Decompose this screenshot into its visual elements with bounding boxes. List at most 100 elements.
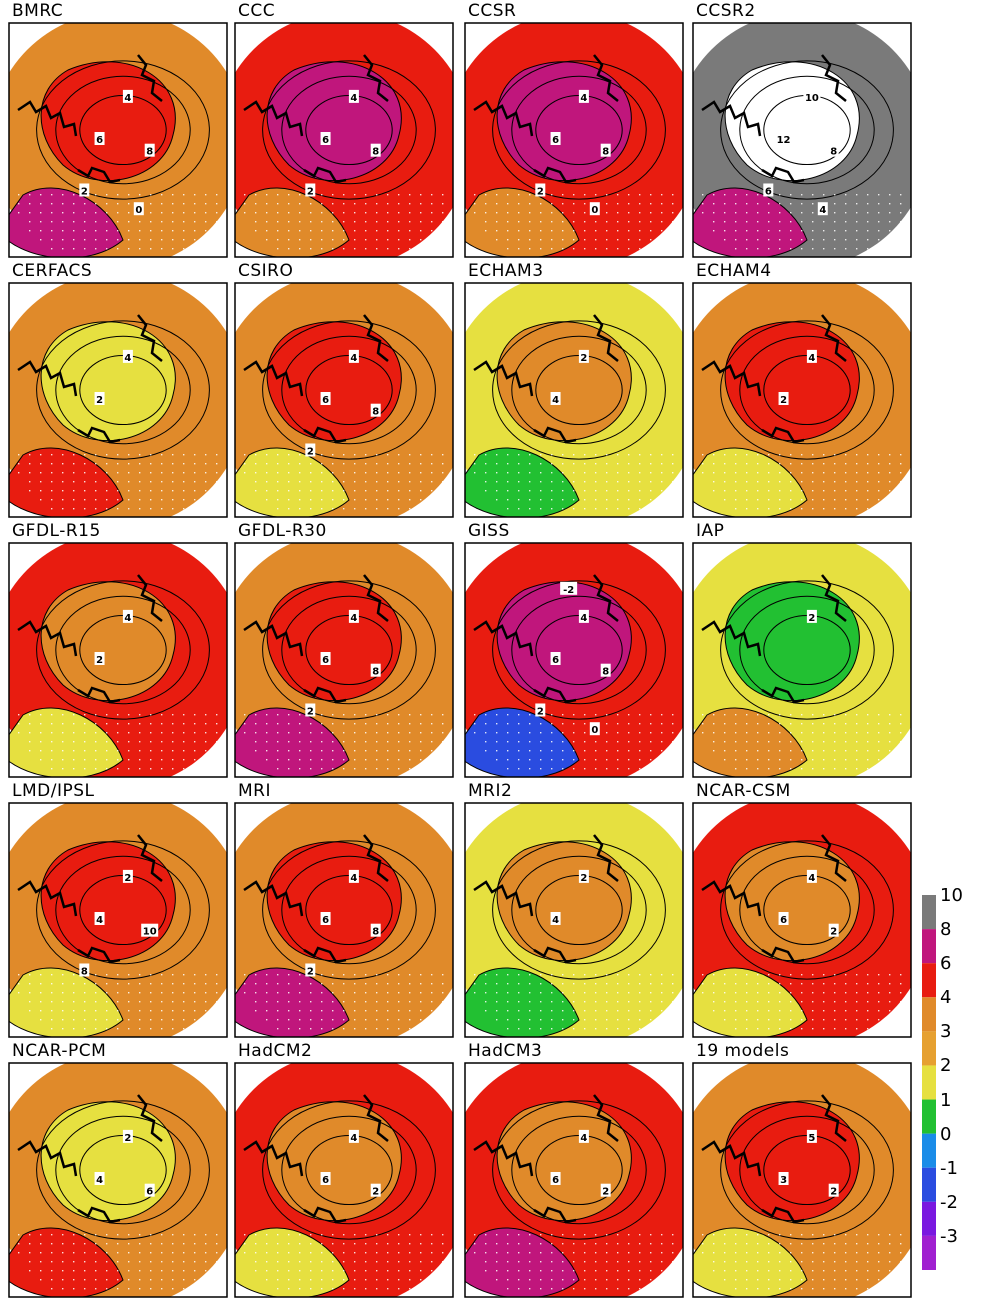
stipple-dot bbox=[420, 1019, 422, 1021]
contour-value-label: 4 bbox=[578, 89, 589, 104]
stipple-dot bbox=[735, 750, 737, 752]
stipple-dot bbox=[95, 490, 97, 492]
stipple-dot bbox=[790, 194, 792, 196]
stipple-dot bbox=[845, 212, 847, 214]
stipple-dot bbox=[18, 1234, 20, 1236]
stipple-dot bbox=[354, 1234, 356, 1236]
stipple-dot bbox=[299, 1234, 301, 1236]
stipple-dot bbox=[496, 481, 498, 483]
stipple-dot bbox=[277, 194, 279, 196]
stipple-dot bbox=[194, 194, 196, 196]
stipple-dot bbox=[801, 1261, 803, 1263]
stipple-dot bbox=[40, 714, 42, 716]
stipple-dot bbox=[606, 212, 608, 214]
map-panel: LMD/IPSL 2 4 10 8 bbox=[8, 781, 233, 1038]
stipple-dot bbox=[117, 212, 119, 214]
stipple-dot bbox=[216, 472, 218, 474]
stipple-dot bbox=[365, 490, 367, 492]
stipple-dot bbox=[354, 481, 356, 483]
stipple-dot bbox=[194, 454, 196, 456]
stipple-dot bbox=[255, 230, 257, 232]
stipple-dot bbox=[299, 974, 301, 976]
stipple-dot bbox=[62, 714, 64, 716]
stipple-dot bbox=[183, 768, 185, 770]
stipple-dot bbox=[573, 203, 575, 205]
stipple-dot bbox=[183, 499, 185, 501]
stipple-dot bbox=[573, 508, 575, 510]
stipple-dot bbox=[790, 732, 792, 734]
stipple-dot bbox=[420, 499, 422, 501]
stipple-dot bbox=[617, 472, 619, 474]
stipple-dot bbox=[595, 1234, 597, 1236]
stipple-dot bbox=[735, 1261, 737, 1263]
stipple-dot bbox=[321, 499, 323, 501]
stipple-dot bbox=[551, 759, 553, 761]
stipple-dot bbox=[617, 1243, 619, 1245]
stipple-dot bbox=[661, 1252, 663, 1254]
stipple-dot bbox=[628, 1243, 630, 1245]
stipple-dot bbox=[812, 212, 814, 214]
stipple-dot bbox=[161, 1243, 163, 1245]
stipple-dot bbox=[40, 1019, 42, 1021]
stipple-dot bbox=[735, 983, 737, 985]
stipple-dot bbox=[420, 490, 422, 492]
stipple-dot bbox=[161, 239, 163, 241]
contour-line-1 bbox=[511, 1115, 647, 1225]
stipple-dot bbox=[702, 714, 704, 716]
stipple-dot bbox=[790, 1261, 792, 1263]
contour-value-text: 0 bbox=[135, 205, 142, 216]
stipple-dot bbox=[650, 221, 652, 223]
stipple-dot bbox=[117, 974, 119, 976]
stipple-dot bbox=[84, 732, 86, 734]
stipple-dot bbox=[343, 768, 345, 770]
stipple-dot bbox=[431, 490, 433, 492]
stipple-dot bbox=[398, 732, 400, 734]
contour-value-text: 8 bbox=[602, 667, 609, 678]
stipple-dot bbox=[40, 221, 42, 223]
stipple-dot bbox=[507, 194, 509, 196]
stipple-dot bbox=[376, 230, 378, 232]
stipple-dot bbox=[823, 1001, 825, 1003]
stipple-dot bbox=[216, 741, 218, 743]
stipple-dot bbox=[713, 1010, 715, 1012]
contour-line-2 bbox=[36, 320, 210, 460]
stipple-dot bbox=[321, 1270, 323, 1272]
stipple-dot bbox=[172, 248, 174, 250]
stipple-dot bbox=[409, 499, 411, 501]
stipple-dot bbox=[540, 472, 542, 474]
stipple-dot bbox=[161, 212, 163, 214]
stipple-dot bbox=[507, 992, 509, 994]
stipple-dot bbox=[365, 983, 367, 985]
stipple-dot bbox=[310, 472, 312, 474]
stipple-dot bbox=[889, 1270, 891, 1272]
stipple-dot bbox=[183, 1270, 185, 1272]
stipple-dot bbox=[746, 194, 748, 196]
stipple-dot bbox=[62, 472, 64, 474]
stipple-dot bbox=[409, 759, 411, 761]
stipple-dot bbox=[867, 203, 869, 205]
stipple-dot bbox=[606, 1010, 608, 1012]
stipple-dot bbox=[106, 768, 108, 770]
stipple-dot bbox=[713, 472, 715, 474]
stipple-dot bbox=[672, 194, 674, 196]
stipple-dot bbox=[768, 992, 770, 994]
stipple-dot bbox=[139, 1279, 141, 1281]
stipple-dot bbox=[161, 759, 163, 761]
stipple-dot bbox=[768, 490, 770, 492]
stipple-dot bbox=[51, 230, 53, 232]
stipple-dot bbox=[106, 230, 108, 232]
stipple-dot bbox=[205, 194, 207, 196]
stipple-dot bbox=[801, 732, 803, 734]
stipple-dot bbox=[288, 230, 290, 232]
stipple-dot bbox=[595, 1252, 597, 1254]
stipple-dot bbox=[867, 1252, 869, 1254]
stipple-dot bbox=[161, 1234, 163, 1236]
contour-value-label: 4 bbox=[94, 912, 105, 926]
stipple-dot bbox=[540, 1234, 542, 1236]
stipple-dot bbox=[106, 194, 108, 196]
stipple-dot bbox=[889, 732, 891, 734]
stipple-dot bbox=[889, 750, 891, 752]
stipple-dot bbox=[889, 1261, 891, 1263]
stipple-dot bbox=[496, 203, 498, 205]
panel-frame bbox=[692, 542, 912, 778]
